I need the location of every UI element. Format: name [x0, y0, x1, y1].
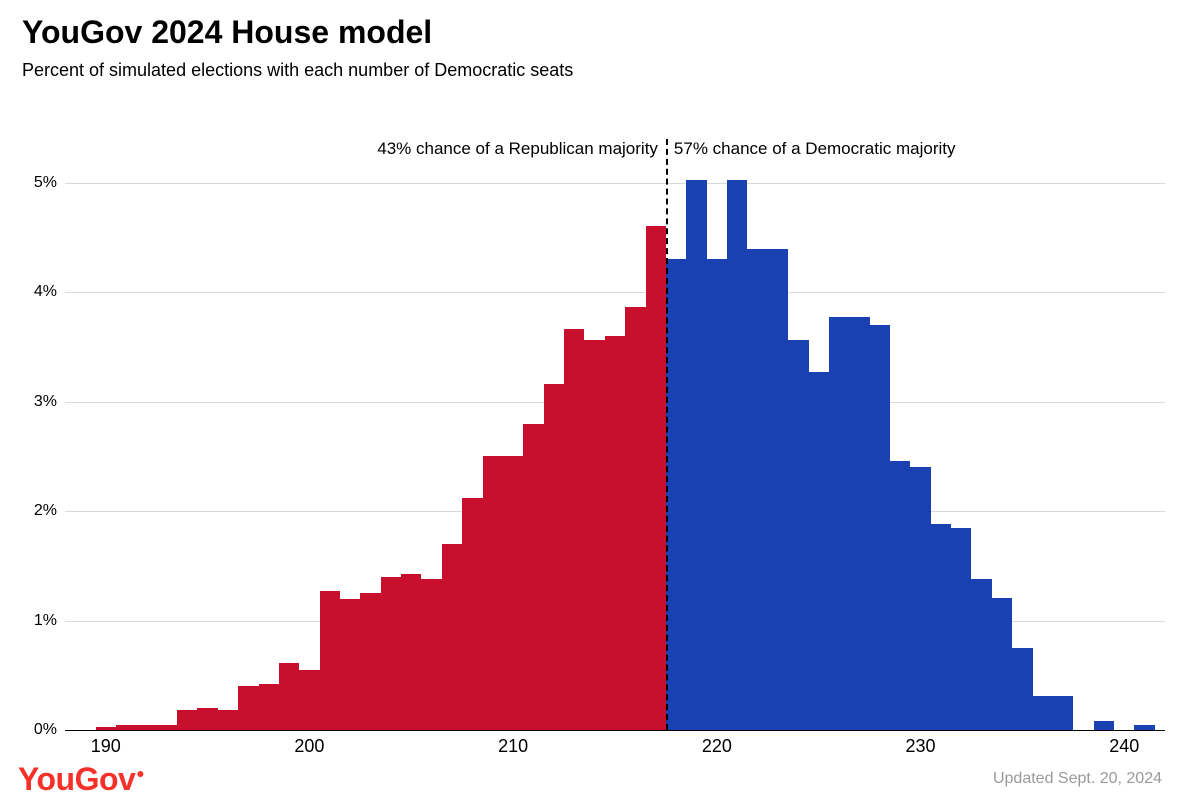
chart-subtitle: Percent of simulated elections with each… — [22, 60, 573, 81]
histogram-bar — [646, 226, 666, 730]
x-axis-tick: 240 — [1109, 730, 1139, 757]
annotation-democratic: 57% chance of a Democratic majority — [674, 139, 956, 159]
x-axis-line — [65, 730, 1165, 731]
histogram-bar — [381, 577, 401, 730]
histogram-bar — [442, 544, 462, 730]
annotation-republican: 43% chance of a Republican majority — [377, 139, 658, 159]
histogram-bar — [829, 317, 849, 730]
logo-dot-icon: ● — [136, 765, 144, 781]
histogram-bar — [686, 180, 706, 730]
y-axis-tick: 3% — [34, 393, 65, 411]
x-axis-tick: 230 — [906, 730, 936, 757]
histogram-bar — [197, 708, 217, 730]
histogram-bar — [625, 307, 645, 731]
histogram-bar — [544, 384, 564, 730]
x-axis-tick: 210 — [498, 730, 528, 757]
histogram-bar — [971, 579, 991, 730]
logo-text: YouGov — [18, 761, 135, 797]
histogram-bar — [177, 710, 197, 730]
histogram-bar — [360, 593, 380, 730]
histogram-bar — [605, 336, 625, 730]
histogram-bar — [462, 498, 482, 730]
histogram-bar — [992, 598, 1012, 730]
histogram-bar — [727, 180, 747, 730]
histogram-bar — [931, 524, 951, 730]
histogram-bar — [849, 317, 869, 730]
histogram-bar — [707, 259, 727, 730]
histogram-bar — [666, 259, 686, 730]
histogram-bar — [238, 686, 258, 730]
chart-title: YouGov 2024 House model — [22, 14, 432, 51]
histogram-bar — [870, 325, 890, 730]
histogram-bar — [259, 684, 279, 730]
histogram-bar — [218, 710, 238, 730]
histogram-bar — [768, 249, 788, 731]
histogram-bar — [1033, 696, 1053, 730]
histogram-bar — [503, 456, 523, 730]
updated-label: Updated Sept. 20, 2024 — [993, 770, 1162, 788]
y-axis-tick: 1% — [34, 612, 65, 630]
histogram-bar — [584, 340, 604, 730]
x-axis-tick: 220 — [702, 730, 732, 757]
y-axis-tick: 0% — [34, 721, 65, 739]
histogram-bar — [951, 528, 971, 730]
yougov-logo: YouGov● — [18, 761, 144, 798]
histogram-bar — [809, 372, 829, 730]
majority-threshold-line — [666, 139, 668, 730]
histogram-bar — [1053, 696, 1073, 730]
histogram-bar — [401, 574, 421, 730]
histogram-bar — [564, 329, 584, 730]
gridline — [65, 292, 1165, 293]
y-axis-tick: 5% — [34, 174, 65, 192]
x-axis-tick: 200 — [294, 730, 324, 757]
histogram-bar — [299, 670, 319, 730]
histogram-bar — [788, 340, 808, 730]
histogram-plot: 0%1%2%3%4%5%19020021022023024043% chance… — [65, 150, 1165, 730]
histogram-bar — [483, 456, 503, 730]
histogram-bar — [320, 591, 340, 730]
y-axis-tick: 2% — [34, 502, 65, 520]
x-axis-tick: 190 — [91, 730, 121, 757]
y-axis-tick: 4% — [34, 283, 65, 301]
histogram-bar — [1094, 721, 1114, 730]
histogram-bar — [747, 249, 767, 731]
histogram-bar — [1012, 648, 1032, 730]
histogram-bar — [340, 599, 360, 730]
histogram-bar — [890, 461, 910, 730]
histogram-bar — [279, 663, 299, 730]
histogram-bar — [910, 467, 930, 730]
histogram-bar — [421, 579, 441, 730]
gridline — [65, 183, 1165, 184]
histogram-bar — [523, 424, 543, 730]
